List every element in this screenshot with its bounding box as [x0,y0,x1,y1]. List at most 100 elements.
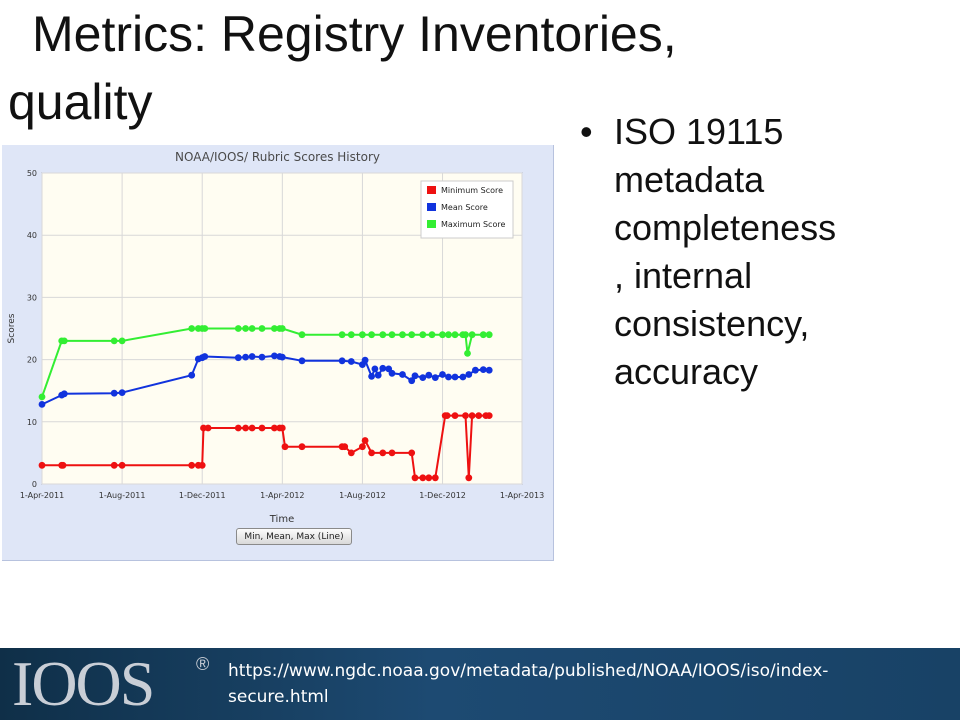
data-point [411,372,419,380]
data-point [485,331,493,339]
data-point [408,331,416,339]
data-point [118,389,126,396]
x-tick-label: 1-Apr-2013 [500,491,544,500]
data-point [271,424,278,432]
data-point [388,369,396,377]
data-point [479,366,487,373]
data-point [242,424,250,432]
data-point [60,390,68,398]
legend-swatch [427,220,436,228]
data-point [198,461,206,469]
data-point [118,461,126,469]
x-tick-label: 1-Apr-2012 [260,491,304,500]
data-point [347,358,355,365]
y-tick-label: 40 [27,231,37,240]
data-point [368,331,375,339]
data-point [411,474,419,482]
data-point [419,331,427,339]
x-tick-label: 1-Dec-2011 [179,491,226,500]
data-point [464,350,471,357]
data-point [371,365,379,373]
legend-label: Maximum Score [441,220,505,229]
data-point [485,412,493,419]
data-point [201,353,209,360]
legend-box [420,180,514,239]
data-point [475,412,483,419]
y-tick-label: 50 [27,169,37,178]
x-tick-label: 1-Dec-2012 [419,491,466,500]
data-point [281,443,289,451]
bullet-item: • ISO 19115 metadata completeness , inte… [578,108,950,396]
data-point [258,424,266,432]
data-point [347,449,355,457]
data-point [425,371,433,379]
data-point [368,449,375,457]
data-point [468,412,476,419]
data-point [201,325,209,332]
footer-bar: IOOS ® https://www.ngdc.noaa.gov/metadat… [0,648,960,720]
data-point [468,331,476,339]
data-point [110,461,118,469]
source-url[interactable]: https://www.ngdc.noaa.gov/metadata/publi… [228,661,829,707]
chart-svg: 0 10 20 30 40 50 1-Apr-2011 1-Aug-2011 1-Dec-201… [7,169,544,525]
data-point [399,331,406,339]
bullet-list: • ISO 19115 metadata completeness , inte… [578,108,950,396]
x-tick-label: 1-Aug-2011 [99,491,146,500]
data-point [408,377,416,385]
slide-title-line-2: quality [8,74,153,130]
legend-swatch [427,186,436,194]
x-tick-label: 1-Aug-2012 [339,491,386,500]
data-point [188,461,196,469]
x-tick-label: 1-Apr-2011 [20,491,64,500]
bullet-text: ISO 19115 metadata completeness , intern… [614,111,837,392]
chart-title: NOAA/IOOS/ Rubric Scores History [175,150,380,164]
data-point [379,331,387,339]
data-point [234,424,242,432]
data-point [465,371,473,378]
data-point [347,331,355,339]
data-point [425,474,433,482]
y-tick-label: 30 [27,293,37,302]
y-tick-label: 10 [27,418,37,427]
data-point [451,412,459,419]
data-point [439,371,446,378]
logo-text: IOOS [12,648,155,719]
data-point [38,393,46,401]
legend-swatch [427,203,436,211]
data-point [341,443,349,451]
data-point [479,331,487,339]
slide-title-line-1: Metrics: Registry Inventories, [32,6,677,62]
data-point [462,331,469,339]
data-point [60,337,68,345]
data-point [399,371,406,378]
data-point [459,373,467,381]
x-axis-label: Time [269,514,294,525]
chart-mode-button[interactable]: Min, Mean, Max (Line) [236,528,352,545]
data-point [188,371,196,379]
data-point [298,331,306,339]
data-point [338,331,346,339]
data-point [465,474,473,482]
data-point [361,437,369,444]
data-point [439,331,446,339]
data-point [248,424,256,432]
data-point [443,412,451,419]
data-point [431,374,439,381]
data-point [462,412,469,419]
y-axis-label: Scores [7,313,17,343]
ioos-logo: IOOS [12,648,222,719]
data-point [278,325,286,332]
legend-label: Mean Score [441,203,488,212]
data-point [428,331,436,339]
data-point [258,353,266,361]
data-point [338,357,346,365]
data-point [368,373,375,380]
data-point [204,424,212,432]
data-point [431,474,439,482]
data-point [188,325,196,332]
data-point [271,352,278,360]
data-point [258,325,266,332]
data-point [234,354,242,362]
data-point [242,353,250,361]
data-point [248,325,256,332]
